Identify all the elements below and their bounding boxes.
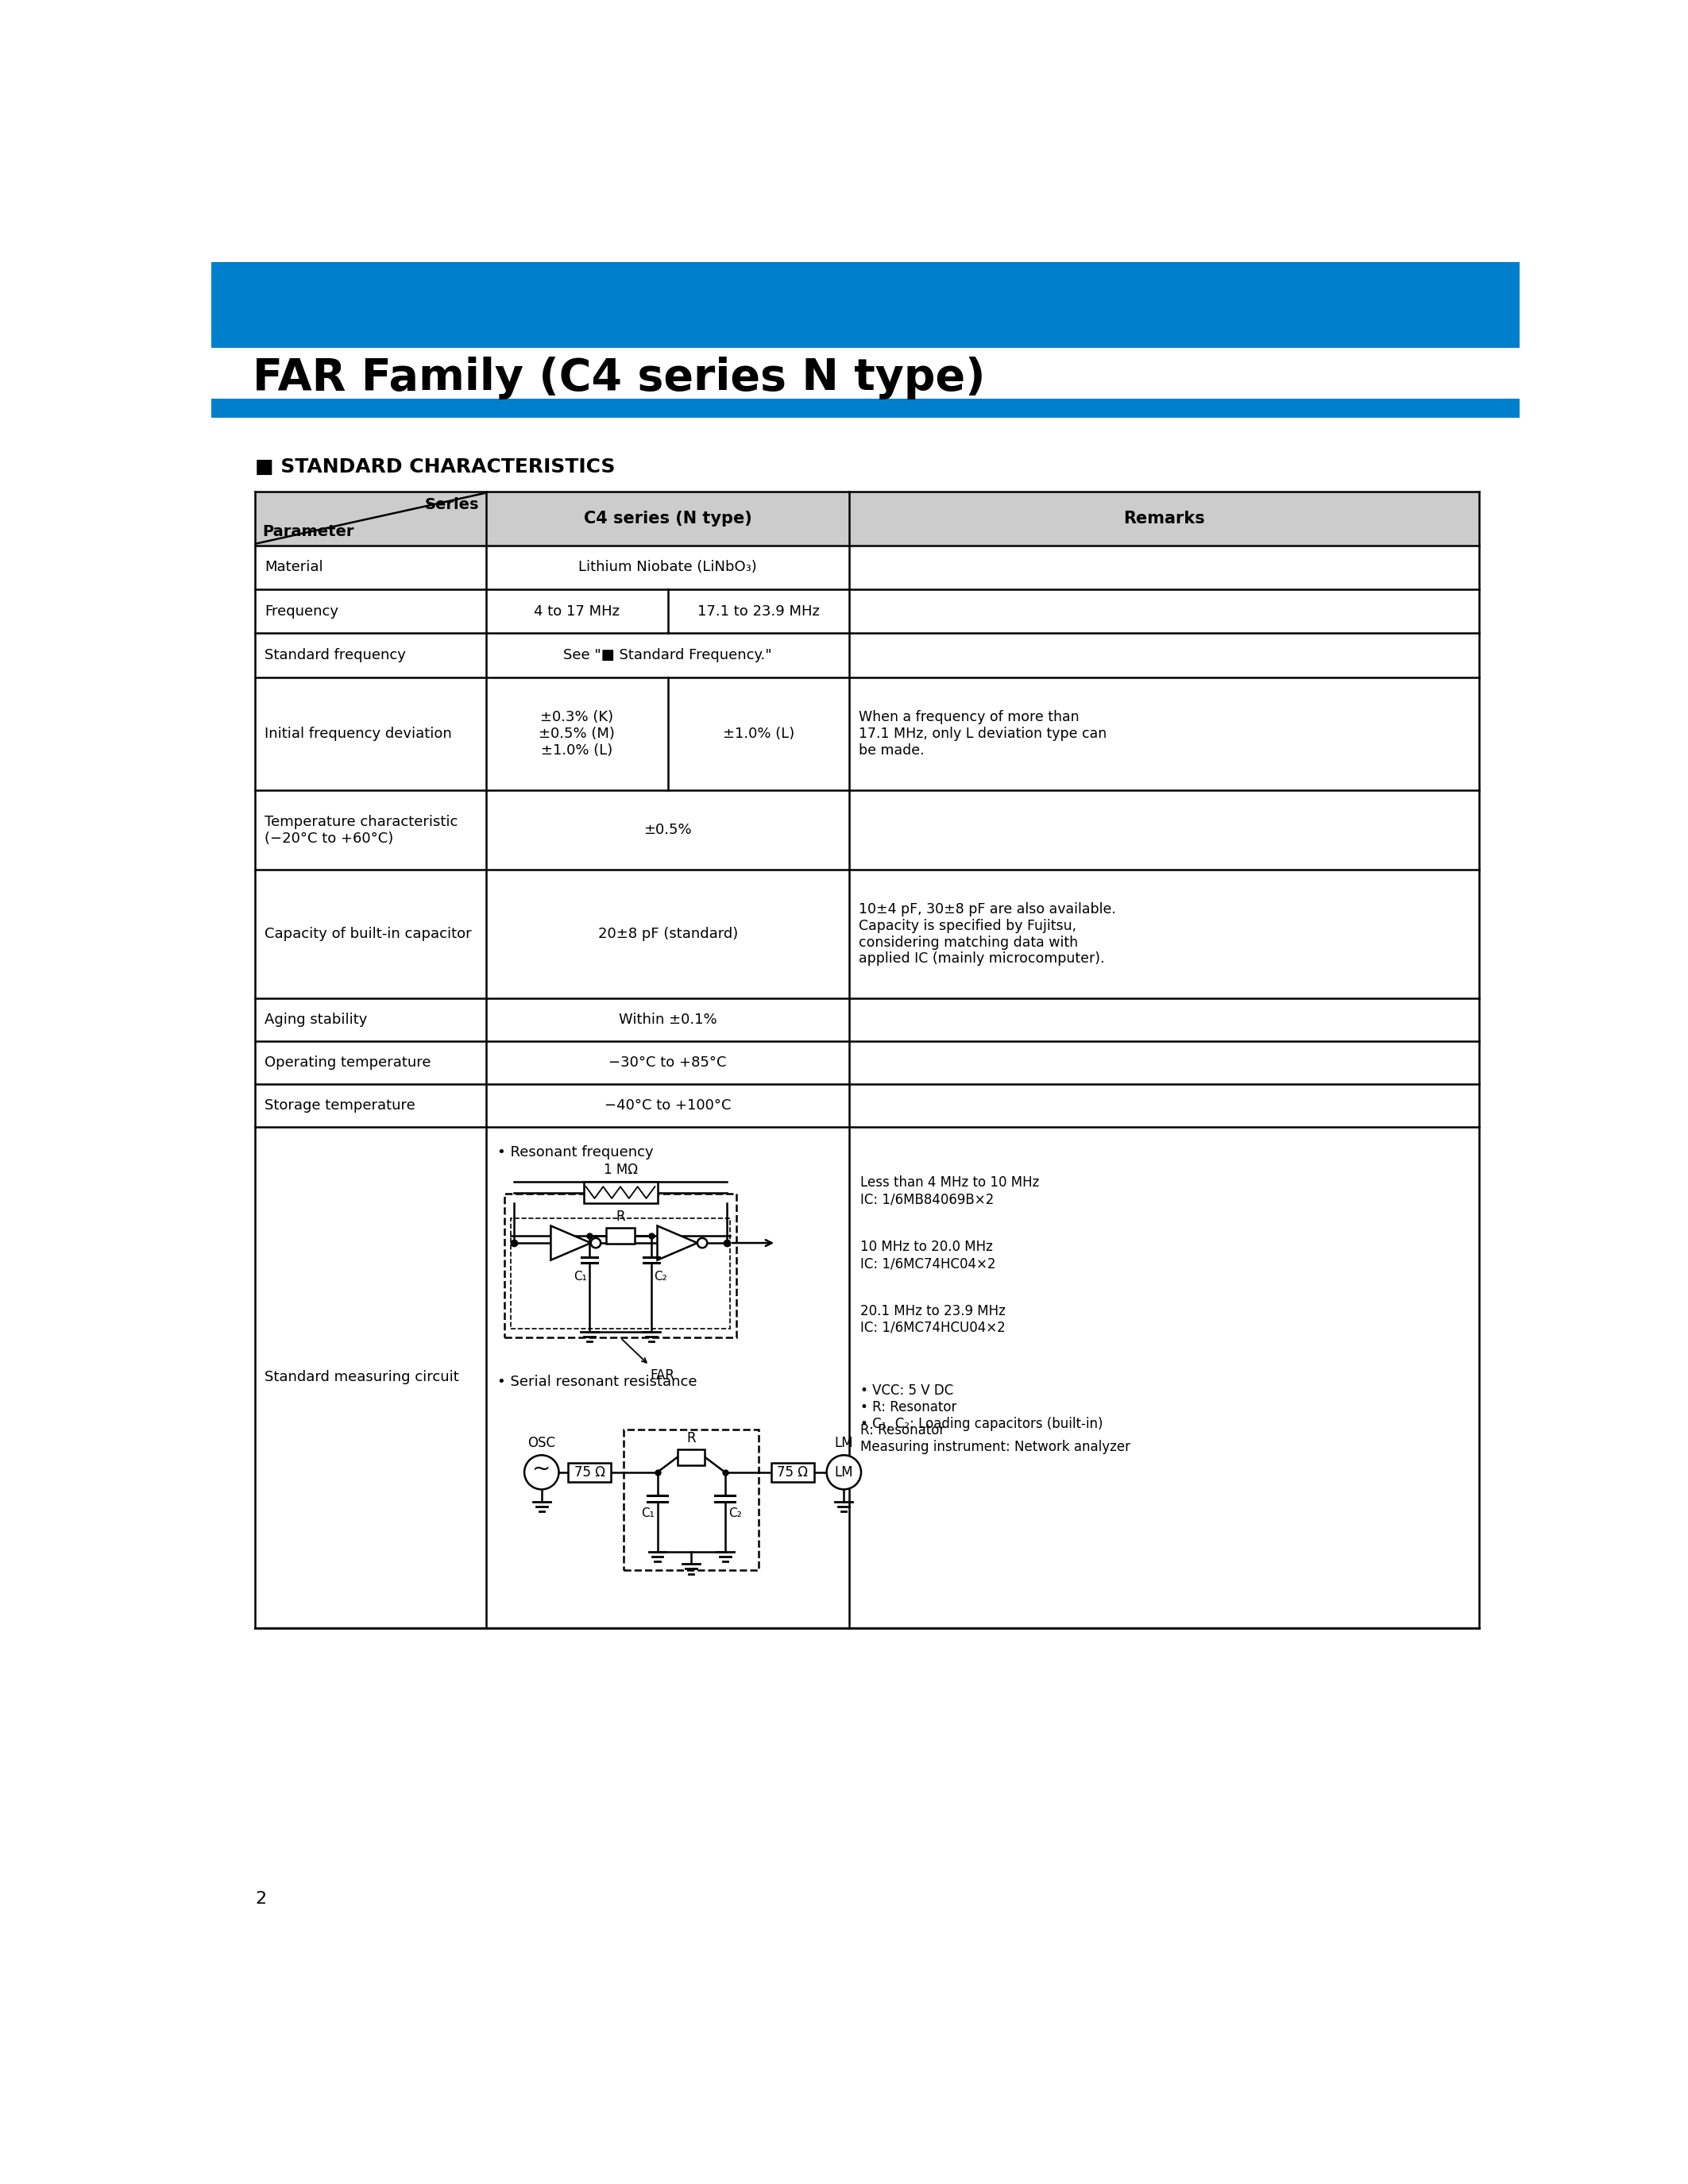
Text: R: R bbox=[687, 1431, 695, 1446]
Text: Standard measuring circuit: Standard measuring circuit bbox=[265, 1369, 459, 1385]
Bar bbox=[486, 491, 849, 546]
Text: • VCC: 5 V DC
• R: Resonator
• C₁, C₂: Loading capacitors (built-in): • VCC: 5 V DC • R: Resonator • C₁, C₂: L… bbox=[861, 1385, 1104, 1431]
Text: −30°C to +85°C: −30°C to +85°C bbox=[609, 1055, 728, 1070]
Text: ±0.5%: ±0.5% bbox=[643, 823, 692, 836]
Text: Initial frequency deviation: Initial frequency deviation bbox=[265, 727, 452, 740]
Text: • Serial resonant resistance: • Serial resonant resistance bbox=[498, 1374, 697, 1389]
Text: ~: ~ bbox=[532, 1459, 550, 1481]
Text: Aging stability: Aging stability bbox=[265, 1013, 368, 1026]
Circle shape bbox=[591, 1238, 601, 1247]
Text: Material: Material bbox=[265, 559, 322, 574]
Text: See "■ Standard Frequency.": See "■ Standard Frequency." bbox=[564, 649, 771, 662]
Text: Temperature characteristic
(−20°C to +60°C): Temperature characteristic (−20°C to +60… bbox=[265, 815, 457, 845]
Text: C₂: C₂ bbox=[728, 1507, 741, 1520]
Text: Frequency: Frequency bbox=[265, 605, 338, 618]
Bar bbox=[255, 491, 486, 546]
Text: ■ STANDARD CHARACTERISTICS: ■ STANDARD CHARACTERISTICS bbox=[255, 459, 616, 476]
Text: Remarks: Remarks bbox=[1124, 511, 1205, 526]
Bar bbox=[771, 1463, 814, 1483]
Text: Capacity of built-in capacitor: Capacity of built-in capacitor bbox=[265, 926, 471, 941]
Text: ±1.0% (L): ±1.0% (L) bbox=[722, 727, 795, 740]
Bar bbox=[511, 1219, 729, 1328]
Bar bbox=[623, 1431, 760, 1570]
Text: FAR: FAR bbox=[650, 1369, 675, 1382]
Bar bbox=[211, 397, 1519, 417]
Polygon shape bbox=[657, 1225, 697, 1260]
Text: R: R bbox=[616, 1210, 625, 1223]
Bar bbox=[569, 1463, 611, 1483]
Text: When a frequency of more than
17.1 MHz, only L deviation type can
be made.: When a frequency of more than 17.1 MHz, … bbox=[859, 710, 1107, 758]
Text: 75 Ω: 75 Ω bbox=[574, 1465, 604, 1479]
Circle shape bbox=[827, 1455, 861, 1489]
Bar bbox=[677, 1448, 704, 1465]
Text: • Resonant frequency: • Resonant frequency bbox=[498, 1144, 653, 1160]
Bar bbox=[505, 1195, 736, 1339]
Circle shape bbox=[525, 1455, 559, 1489]
Text: C4 series (N type): C4 series (N type) bbox=[584, 511, 751, 526]
Text: ±0.3% (K)
±0.5% (M)
±1.0% (L): ±0.3% (K) ±0.5% (M) ±1.0% (L) bbox=[538, 710, 614, 758]
Text: Storage temperature: Storage temperature bbox=[265, 1099, 415, 1112]
Text: 20±8 pF (standard): 20±8 pF (standard) bbox=[598, 926, 738, 941]
Text: C₂: C₂ bbox=[653, 1271, 667, 1282]
Text: Standard frequency: Standard frequency bbox=[265, 649, 405, 662]
Text: Lithium Niobate (LiNbO₃): Lithium Niobate (LiNbO₃) bbox=[579, 559, 756, 574]
Text: 20.1 MHz to 23.9 MHz
IC: 1/6MC74HCU04×2: 20.1 MHz to 23.9 MHz IC: 1/6MC74HCU04×2 bbox=[861, 1304, 1006, 1334]
Text: Series: Series bbox=[424, 498, 479, 513]
Text: R: Resonator
Measuring instrument: Network analyzer: R: Resonator Measuring instrument: Netwo… bbox=[861, 1424, 1131, 1455]
Text: Parameter: Parameter bbox=[263, 524, 354, 539]
Bar bbox=[584, 1182, 657, 1203]
Text: C₁: C₁ bbox=[574, 1271, 587, 1282]
Bar bbox=[606, 1227, 635, 1243]
Text: 4 to 17 MHz: 4 to 17 MHz bbox=[533, 605, 619, 618]
Text: 10±4 pF, 30±8 pF are also available.
Capacity is specified by Fujitsu,
consideri: 10±4 pF, 30±8 pF are also available. Cap… bbox=[859, 902, 1116, 965]
Text: 10 MHz to 20.0 MHz
IC: 1/6MC74HC04×2: 10 MHz to 20.0 MHz IC: 1/6MC74HC04×2 bbox=[861, 1241, 996, 1271]
Text: Within ±0.1%: Within ±0.1% bbox=[619, 1013, 717, 1026]
Text: LM: LM bbox=[834, 1465, 852, 1479]
Bar bbox=[211, 262, 1519, 347]
Circle shape bbox=[697, 1238, 707, 1247]
Text: 17.1 to 23.9 MHz: 17.1 to 23.9 MHz bbox=[697, 605, 820, 618]
Text: 75 Ω: 75 Ω bbox=[776, 1465, 809, 1479]
Polygon shape bbox=[550, 1225, 591, 1260]
Text: C₁: C₁ bbox=[641, 1507, 655, 1520]
Text: LM: LM bbox=[834, 1435, 852, 1450]
Text: 1 MΩ: 1 MΩ bbox=[603, 1162, 638, 1177]
Text: Operating temperature: Operating temperature bbox=[265, 1055, 430, 1070]
Text: Less than 4 MHz to 10 MHz
IC: 1/6MB84069B×2: Less than 4 MHz to 10 MHz IC: 1/6MB84069… bbox=[861, 1175, 1040, 1206]
Text: 2: 2 bbox=[255, 1891, 267, 1907]
Text: OSC: OSC bbox=[528, 1435, 555, 1450]
Bar bbox=[849, 491, 1479, 546]
Text: −40°C to +100°C: −40°C to +100°C bbox=[604, 1099, 731, 1112]
Text: FAR Family (C4 series N type): FAR Family (C4 series N type) bbox=[253, 356, 986, 400]
